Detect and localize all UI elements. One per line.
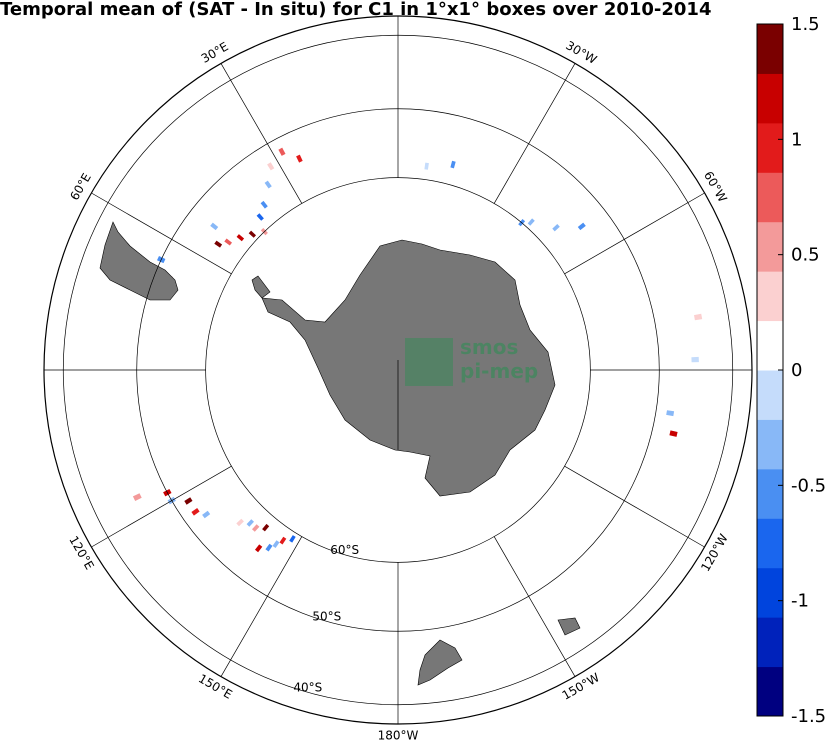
data-cell <box>256 213 264 221</box>
data-cell <box>264 180 272 189</box>
colorbar-swatch <box>757 468 783 519</box>
tasmania-island <box>557 617 581 636</box>
colorbar-tick-label: 0 <box>791 360 802 381</box>
data-cell <box>527 218 535 226</box>
colorbar-swatch <box>757 320 783 371</box>
data-cell <box>224 238 232 246</box>
data-cell <box>184 497 193 505</box>
meridian-line <box>564 465 705 548</box>
colorbar-swatch <box>757 24 783 74</box>
logo-word-pimep: pi-mep <box>460 359 538 383</box>
data-cell <box>210 222 219 231</box>
data-cell <box>252 524 260 532</box>
data-cell <box>552 224 560 232</box>
antarctic-peninsula <box>251 275 271 299</box>
latitude-label: 60°S <box>330 543 359 557</box>
colorbar-swatch <box>757 221 783 272</box>
data-cell <box>248 230 256 238</box>
meridian-line <box>220 536 303 677</box>
data-cell <box>214 240 223 248</box>
chart-title: Temporal mean of (SAT - In situ) for C1 … <box>0 0 712 20</box>
meridian-line <box>220 63 303 204</box>
longitude-label: 120°W <box>698 531 731 573</box>
data-cell <box>272 540 280 548</box>
data-cell <box>246 519 254 527</box>
colorbar-swatch <box>757 617 783 668</box>
longitude-label: 30°E <box>199 39 231 66</box>
latitude-label: 50°S <box>312 609 341 623</box>
data-cell <box>267 162 275 171</box>
colorbar-swatch <box>757 122 783 173</box>
data-cell <box>265 543 273 552</box>
latitude-label: 40°S <box>293 680 322 694</box>
colorbar-swatch <box>757 271 783 322</box>
colorbar-tick-label: -1 <box>791 591 809 612</box>
colorbar: 1.5 1 0.5 0 -0.5 -1 -1.5 <box>756 14 826 727</box>
data-cell <box>289 535 296 543</box>
meridian-line <box>493 536 576 677</box>
colorbar-swatch <box>757 370 783 420</box>
colorbar-swatch <box>757 172 783 223</box>
longitude-label: 30°W <box>563 38 599 67</box>
colorbar-swatch <box>757 73 783 124</box>
data-cell <box>278 147 286 156</box>
data-cell <box>236 234 245 242</box>
data-cell <box>260 200 268 209</box>
data-cell <box>262 523 270 532</box>
data-cell <box>424 162 429 170</box>
colorbar-tick-label: -0.5 <box>791 475 826 496</box>
data-cell <box>450 160 456 169</box>
data-cell <box>666 410 675 417</box>
meridian-line <box>91 465 232 548</box>
meridian-line <box>91 192 232 275</box>
data-cell <box>132 493 142 501</box>
data-cell <box>255 544 263 553</box>
colorbar-tick-label: 0.5 <box>791 245 820 266</box>
meridian-line <box>493 63 576 204</box>
longitude-label: 150°W <box>560 670 602 703</box>
meridian-line <box>564 192 705 275</box>
data-cell <box>691 356 699 363</box>
longitude-label: 60°W <box>701 169 730 205</box>
colorbar-swatch <box>757 567 783 618</box>
colorbar-tick-label: 1 <box>791 129 802 150</box>
longitude-label: 120°E <box>66 533 96 572</box>
colorbar-swatch <box>757 518 783 569</box>
longitude-label: 60°E <box>67 171 94 203</box>
data-cell <box>279 536 287 545</box>
longitude-label: 150°E <box>196 671 235 701</box>
data-cell <box>202 510 211 519</box>
new-zealand-island <box>417 639 463 686</box>
colorbar-swatch <box>757 666 783 717</box>
data-cell <box>577 222 586 231</box>
colorbar-tick-label: 1.5 <box>791 14 820 35</box>
data-cell <box>669 430 678 437</box>
logo-word-smos: smos <box>460 335 518 359</box>
longitude-label: 180°W <box>378 729 419 742</box>
smos-pimep-logo: smos pi-mep <box>405 335 538 386</box>
graticule <box>43 15 753 725</box>
data-cell <box>296 154 303 163</box>
data-cell <box>236 518 244 527</box>
colorbar-tick-label: -1.5 <box>791 706 826 727</box>
colorbar-swatch <box>757 419 783 470</box>
data-cell <box>694 313 703 321</box>
data-cell <box>191 508 200 516</box>
south-america-landmass <box>99 221 179 301</box>
